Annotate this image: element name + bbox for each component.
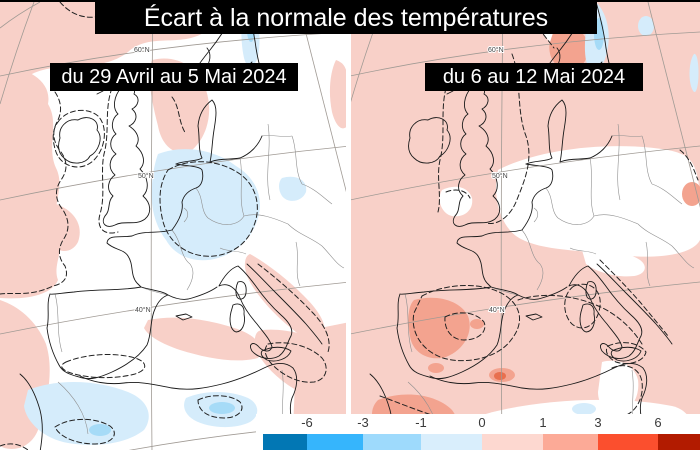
colorbar-ticks: -6 -3 -1 0 1 3 6: [263, 414, 700, 433]
colorbar-tick-label: 3: [594, 415, 602, 430]
date-range-left: du 29 Avril au 5 Mai 2024: [50, 63, 298, 91]
lat-label-40n: 40°N: [135, 306, 151, 314]
anomaly-contours-layer: [379, 17, 699, 431]
cool-anomaly-layer: [24, 2, 307, 445]
neutral-areas-layer: [439, 7, 700, 450]
lat-label-50n: 50°N: [492, 172, 508, 180]
lat-label-40n: 40°N: [489, 306, 505, 314]
colorbar-segment: [421, 434, 482, 450]
anomaly-contours-layer: [0, 2, 330, 450]
colorbar-tick-label: 1: [539, 415, 547, 430]
lat-labels-left: 60°N 50°N 40°N: [133, 45, 155, 315]
colorbar-segment: [307, 434, 363, 450]
colorbar-tick-label: -3: [357, 415, 369, 430]
date-range-right: du 6 au 12 Mai 2024: [425, 63, 643, 91]
warm-anomaly-layer: [0, 2, 350, 450]
colorbar-segment: [598, 434, 658, 450]
colorbar-tick-label: -6: [301, 415, 313, 430]
colorbar-tick-label: 6: [654, 415, 662, 430]
colorbar: -6 -3 -1 0 1 3 6: [256, 414, 700, 450]
lat-label-60n: 60°N: [488, 46, 504, 54]
lat-label-60n: 60°N: [134, 46, 150, 54]
colorbar-tick-label: 0: [478, 415, 486, 430]
lat-label-50n: 50°N: [138, 172, 154, 180]
colorbar-tick-label: -1: [415, 415, 427, 430]
colorbar-segment: [263, 434, 307, 450]
colorbar-segment: [363, 434, 421, 450]
colorbar-segment: [543, 434, 598, 450]
colorbar-segment: [482, 434, 543, 450]
colorbar-segments: [263, 434, 700, 450]
map-divider: [346, 2, 351, 450]
page-title: Écart à la normale des températures: [95, 2, 597, 34]
lat-labels-right: 60°N 50°N 40°N: [487, 45, 509, 315]
colorbar-segment: [658, 434, 700, 450]
